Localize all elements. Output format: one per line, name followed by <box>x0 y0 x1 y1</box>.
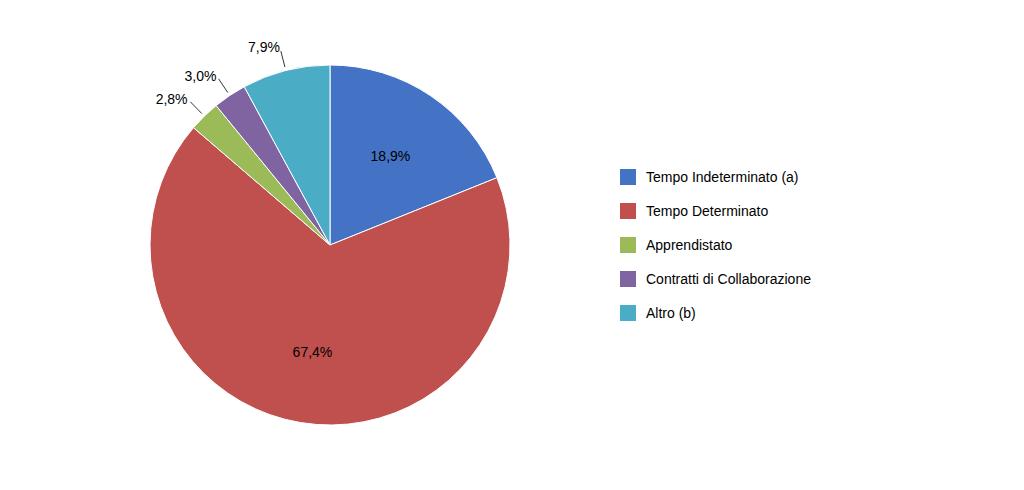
data-label: 18,9% <box>371 147 411 163</box>
legend-label: Altro (b) <box>646 305 696 321</box>
legend-swatch <box>620 271 636 287</box>
legend-label: Contratti di Collaborazione <box>646 271 811 287</box>
legend-item: Contratti di Collaborazione <box>620 271 811 287</box>
legend-item: Apprendistato <box>620 237 733 253</box>
legend-label: Tempo Indeterminato (a) <box>646 169 799 185</box>
chart: 18,9% 67,4% 2,8% 3,0% 7,9% Tempo Indeterminat… <box>0 0 1024 490</box>
leader-line <box>219 79 228 93</box>
data-label: 67,4% <box>293 344 333 360</box>
data-labels: 18,9% 67,4% 2,8% 3,0% 7,9% <box>156 39 411 359</box>
leader-line <box>281 51 285 67</box>
leader-line <box>190 102 201 114</box>
legend-item: Altro (b) <box>620 305 696 321</box>
legend-swatch <box>620 237 636 253</box>
legend-label: Apprendistato <box>646 237 733 253</box>
pie <box>150 65 510 425</box>
legend-swatch <box>620 169 636 185</box>
legend-swatch <box>620 203 636 219</box>
legend-item: Tempo Determinato <box>620 203 768 219</box>
data-label: 3,0% <box>184 68 216 84</box>
pie-slice <box>244 65 330 245</box>
legend: Tempo Indeterminato (a) Tempo Determinato… <box>620 169 811 321</box>
data-label: 7,9% <box>248 39 280 55</box>
legend-swatch <box>620 305 636 321</box>
legend-item: Tempo Indeterminato (a) <box>620 169 799 185</box>
legend-label: Tempo Determinato <box>646 203 768 219</box>
data-label: 2,8% <box>156 91 188 107</box>
